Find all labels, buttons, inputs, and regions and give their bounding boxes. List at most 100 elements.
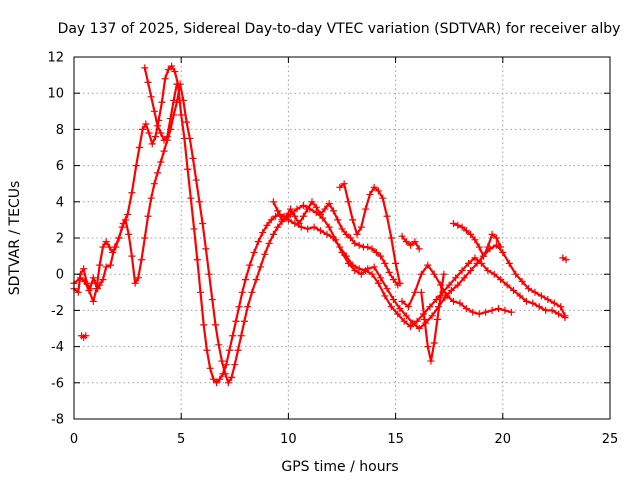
data-point: [74, 288, 82, 296]
data-point: [205, 270, 213, 278]
data-point: [492, 234, 500, 242]
data-point: [379, 194, 387, 202]
data-point: [370, 263, 378, 271]
data-point: [404, 303, 412, 311]
data-point: [544, 296, 552, 304]
data-point: [370, 183, 378, 191]
data-point: [340, 180, 348, 188]
data-point: [347, 234, 355, 242]
tick-layer: 0 5 10 15 20 25 -8 -6 -4 -2 0 2 4 6 8 10 12: [47, 51, 618, 448]
data-point: [190, 225, 198, 233]
data-point: [351, 267, 359, 275]
data-point: [212, 321, 220, 329]
data-point: [424, 343, 432, 351]
data-point: [265, 239, 273, 247]
y-axis-label: SDTVAR / TECUs: [7, 181, 23, 296]
grid-layer: [74, 57, 610, 419]
data-point: [336, 183, 344, 191]
data-point: [411, 238, 419, 246]
data-point: [147, 93, 155, 101]
series-track-6: [398, 261, 515, 318]
series-line: [272, 200, 399, 287]
data-point: [449, 220, 457, 228]
data-point: [512, 270, 520, 278]
data-point: [102, 238, 110, 246]
data-point: [99, 276, 107, 284]
data-point: [158, 98, 166, 106]
data-point: [272, 212, 280, 220]
series-track-5: [336, 180, 404, 287]
data-point: [495, 305, 503, 313]
data-point: [344, 198, 352, 206]
data-point: [338, 225, 346, 233]
data-point: [163, 133, 171, 141]
data-point: [257, 263, 265, 271]
data-point: [525, 285, 533, 293]
data-point: [141, 64, 149, 72]
data-point: [349, 216, 357, 224]
data-point: [353, 230, 361, 238]
data-point: [452, 274, 460, 282]
data-point: [231, 361, 239, 369]
y-tick-label: 0: [56, 268, 64, 283]
data-point: [295, 220, 303, 228]
data-point: [542, 306, 550, 314]
data-point: [319, 214, 327, 222]
data-point: [458, 267, 466, 275]
data-point: [355, 241, 363, 249]
data-point: [447, 286, 455, 294]
y-tick-label: 2: [56, 232, 64, 247]
data-point: [482, 308, 490, 316]
data-point: [304, 225, 312, 233]
data-point: [125, 230, 133, 238]
data-point: [535, 303, 543, 311]
data-point: [199, 220, 207, 228]
data-point: [131, 279, 139, 287]
data-point: [454, 221, 462, 229]
data-point: [531, 288, 539, 296]
series-track-11: [559, 254, 570, 264]
series-track-1: [70, 62, 569, 387]
data-point: [193, 256, 201, 264]
data-point: [415, 245, 423, 253]
data-point: [187, 194, 195, 202]
data-point: [449, 297, 457, 305]
data-point: [464, 259, 472, 267]
data-point: [145, 129, 153, 137]
data-point: [469, 308, 477, 316]
data-point: [85, 286, 93, 294]
y-tick-label: 8: [56, 123, 64, 138]
data-point: [206, 364, 214, 372]
data-point: [213, 379, 221, 387]
data-point: [357, 223, 365, 231]
data-point: [189, 154, 197, 162]
data-point: [209, 375, 217, 383]
x-axis-label: GPS time / hours: [281, 459, 398, 475]
data-point: [392, 259, 400, 267]
data-point: [329, 207, 337, 215]
data-point: [480, 252, 488, 260]
data-point: [250, 248, 258, 256]
data-point: [151, 133, 159, 141]
data-point: [338, 248, 346, 256]
data-point: [124, 210, 132, 218]
data-point: [186, 134, 194, 142]
data-point: [374, 187, 382, 195]
series-line: [72, 82, 567, 384]
data-point: [484, 243, 492, 251]
y-tick-label: -6: [51, 376, 64, 391]
data-point: [505, 259, 513, 267]
data-point: [274, 207, 282, 215]
data-point: [76, 274, 84, 282]
data-point: [132, 162, 140, 170]
data-point: [80, 265, 88, 273]
data-point: [473, 259, 481, 267]
x-tick-label: 0: [70, 432, 78, 447]
data-point: [417, 288, 425, 296]
data-point: [173, 80, 181, 88]
data-point: [310, 223, 318, 231]
data-point: [139, 125, 147, 133]
data-point: [168, 62, 176, 70]
data-point: [402, 312, 410, 320]
